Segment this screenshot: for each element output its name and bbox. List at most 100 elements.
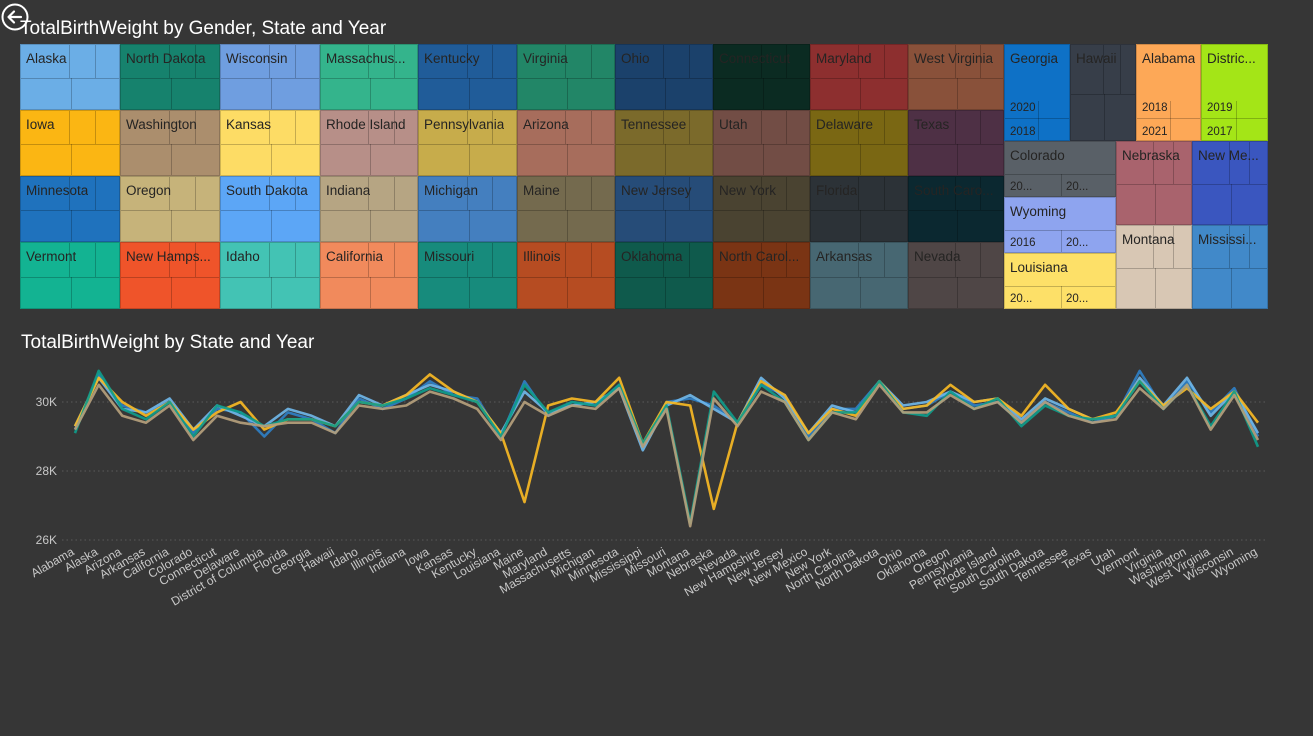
tile-divider [591, 45, 592, 78]
treemap-tile[interactable]: Arizona [517, 110, 615, 176]
tile-divider [665, 78, 666, 109]
tile-divider [1005, 174, 1115, 175]
treemap-tile[interactable]: Maryland [810, 44, 908, 110]
tile-divider [321, 144, 417, 145]
tile-divider [221, 144, 319, 145]
treemap-tile[interactable]: Washington [120, 110, 220, 176]
treemap-tile[interactable]: Illinois [517, 242, 615, 309]
tile-divider [1005, 118, 1069, 119]
tile-divider [69, 243, 70, 277]
tile-label: Arizona [523, 117, 569, 132]
tile-label: Georgia [1010, 51, 1059, 66]
tile-label: Tennessee [621, 117, 687, 132]
tile-divider [95, 177, 96, 210]
tile-divider [469, 210, 470, 241]
tile-divider [518, 210, 614, 211]
treemap-tile[interactable]: South Dakota [220, 176, 320, 242]
treemap-tile[interactable]: Maine [517, 176, 615, 242]
tile-divider [1117, 184, 1191, 185]
tile-label: Montana [1122, 232, 1175, 247]
treemap-tile[interactable]: Florida [810, 176, 908, 242]
treemap-tile[interactable]: Kansas [220, 110, 320, 176]
treemap-tile[interactable]: North Carol... [713, 242, 810, 309]
treemap-tile[interactable]: Colorado 20... 20... [1004, 141, 1116, 197]
treemap-tile[interactable]: Nebraska [1116, 141, 1192, 225]
treemap-tile[interactable]: Virginia [517, 44, 615, 110]
treemap-tile[interactable]: New Jersey [615, 176, 713, 242]
treemap-tile[interactable]: Alaska [20, 44, 120, 110]
treemap-tile[interactable]: Distric... 2019 2017 [1201, 44, 1268, 141]
tile-divider [221, 277, 319, 278]
tile-label: Illinois [523, 249, 561, 264]
treemap-tile[interactable]: Tennessee [615, 110, 713, 176]
tile-divider [419, 144, 516, 145]
tile-divider [295, 45, 296, 78]
treemap-tile[interactable]: Mississi... [1192, 225, 1268, 309]
treemap-tile[interactable]: Kentucky [418, 44, 517, 110]
treemap-tile[interactable]: Wisconsin [220, 44, 320, 110]
treemap-tile[interactable]: New Me... [1192, 141, 1268, 225]
tile-divider [565, 243, 566, 277]
treemap-tile[interactable]: North Dakota [120, 44, 220, 110]
treemap-tile[interactable]: Massachus... [320, 44, 418, 110]
series-line[interactable] [73, 369, 1260, 525]
tile-divider [689, 243, 690, 277]
treemap-tile[interactable]: Vermont [20, 242, 120, 309]
tile-divider [1231, 268, 1232, 308]
treemap-tile[interactable]: West Virginia [908, 44, 1004, 110]
treemap-tile[interactable]: Louisiana 20... 20... [1004, 253, 1116, 309]
tile-divider [419, 277, 516, 278]
treemap-tile[interactable]: Alabama 2018 2021 [1136, 44, 1201, 141]
treemap-tile[interactable]: Hawaii [1070, 44, 1136, 141]
series-line[interactable] [73, 383, 1260, 528]
tile-divider [419, 210, 516, 211]
tile-label: Nebraska [1122, 148, 1180, 163]
treemap-tile[interactable]: Rhode Island [320, 110, 418, 176]
tile-divider [957, 78, 958, 109]
treemap-tile[interactable]: Michigan [418, 176, 517, 242]
treemap-tile[interactable]: Missouri [418, 242, 517, 309]
tile-label: Missouri [424, 249, 475, 264]
tile-divider [1173, 226, 1174, 268]
treemap-tile[interactable]: Indiana [320, 176, 418, 242]
treemap-tile[interactable]: Nevada [908, 242, 1004, 309]
treemap-tile[interactable]: Georgia 2020 2018 [1004, 44, 1070, 141]
tile-divider [195, 45, 196, 78]
tile-divider [980, 111, 981, 144]
tile-divider [171, 277, 172, 308]
treemap-tile[interactable]: Delaware [810, 110, 908, 176]
treemap-tile[interactable]: South Caro... [908, 176, 1004, 242]
treemap-tile[interactable]: Oklahoma [615, 242, 713, 309]
tile-label: Rhode Island [326, 117, 406, 132]
tile-divider [321, 210, 417, 211]
treemap-tile[interactable]: Wyoming 2016 20... [1004, 197, 1116, 253]
treemap-tile[interactable]: California [320, 242, 418, 309]
tile-divider [786, 111, 787, 144]
tile-divider [616, 277, 712, 278]
treemap-tile[interactable]: Montana [1116, 225, 1192, 309]
tile-label: Alabama [1142, 51, 1196, 66]
tile-divider [565, 45, 566, 78]
tile-divider [763, 210, 764, 241]
tile-divider [271, 277, 272, 308]
treemap-tile[interactable]: New Hamps... [120, 242, 220, 309]
treemap-tile[interactable]: Idaho [220, 242, 320, 309]
back-arrow-icon[interactable] [0, 2, 30, 32]
tile-label: New Me... [1198, 148, 1259, 163]
treemap-tile[interactable]: Minnesota [20, 176, 120, 242]
treemap-tile[interactable]: Pennsylvania [418, 110, 517, 176]
treemap-tile[interactable]: Oregon [120, 176, 220, 242]
treemap-tile[interactable]: Texas [908, 110, 1004, 176]
tile-divider [21, 78, 119, 79]
treemap-tile[interactable]: Ohio [615, 44, 713, 110]
tile-divider [858, 177, 859, 210]
tile-label: New York [719, 183, 777, 198]
treemap-visual[interactable]: Alaska North Dakota Wisconsin Massachus... K… [20, 44, 1268, 309]
treemap-tile[interactable]: New York [713, 176, 810, 242]
treemap-tile[interactable]: Utah [713, 110, 810, 176]
treemap-tile[interactable]: Iowa [20, 110, 120, 176]
treemap-tile[interactable]: Arkansas [810, 242, 908, 309]
series-line[interactable] [73, 373, 1260, 511]
treemap-tile[interactable]: Connecticut [713, 44, 810, 110]
line-chart[interactable]: 26K28K30KAlabamaAlaskaArizonaArkansasCal… [0, 355, 1313, 736]
